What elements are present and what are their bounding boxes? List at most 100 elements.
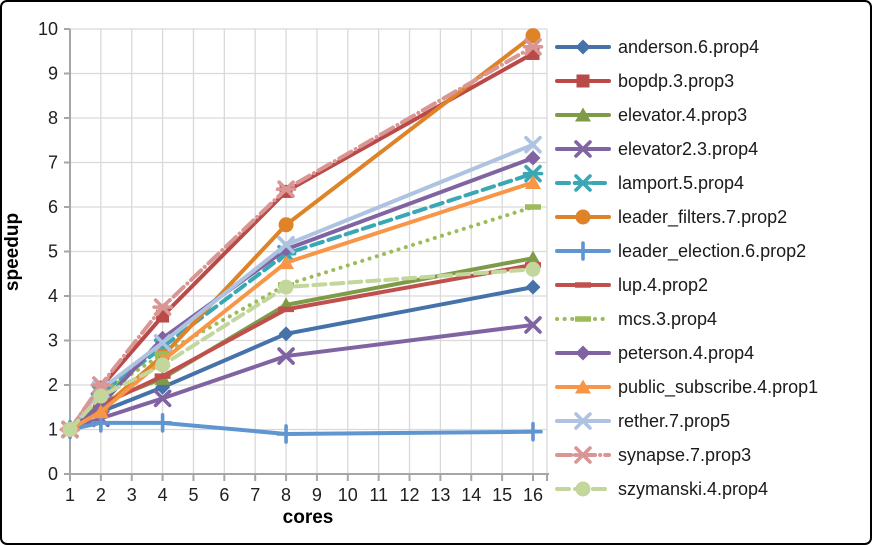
legend-item: rether.7.prop5 [554, 404, 870, 438]
x-tick-label: 2 [96, 485, 106, 505]
x-marker-icon [555, 412, 611, 430]
x-tick-label: 14 [461, 485, 481, 505]
data-point-marker [153, 333, 172, 352]
y-tick-label: 4 [48, 286, 58, 306]
triangle-marker-icon [555, 379, 611, 394]
y-tick-label: 1 [48, 420, 58, 440]
series-leader_election.6.prop2 [60, 413, 543, 444]
star-marker-icon [555, 446, 611, 464]
data-point-marker [574, 412, 592, 430]
data-point-marker [525, 175, 541, 190]
y-tick-label: 0 [48, 464, 58, 484]
data-point-marker [575, 209, 591, 225]
legend-item: bopdp.3.prop3 [554, 64, 870, 98]
data-point-marker [278, 217, 294, 233]
x-tick-label: 8 [281, 485, 291, 505]
y-tick-label: 9 [48, 64, 58, 84]
diamond-marker-icon [555, 39, 611, 55]
legend-item: leader_filters.7.prop2 [554, 200, 870, 234]
y-tick-label: 5 [48, 242, 58, 262]
legend-label: peterson.4.prop4 [618, 342, 755, 363]
data-point-marker [92, 404, 109, 419]
series-szymanski.4.prop4 [62, 261, 541, 437]
x-tick-label: 6 [219, 485, 229, 505]
data-point-marker [525, 150, 541, 166]
x-axis-title: cores [283, 507, 334, 528]
data-point-marker [575, 481, 591, 497]
data-point-marker [277, 347, 295, 365]
data-point-marker [525, 261, 541, 277]
data-point-marker [278, 279, 294, 295]
data-point-marker [525, 250, 541, 265]
x-tick-label: 16 [523, 485, 543, 505]
data-point-marker [525, 279, 541, 295]
x-tick-label: 11 [369, 485, 388, 505]
y-tick-label: 7 [48, 153, 58, 173]
legend-item: lup.4.prop2 [554, 268, 870, 302]
x-tick-label: 10 [338, 485, 358, 505]
data-point-marker [576, 74, 590, 88]
x-tick-label: 1 [65, 485, 75, 505]
data-point-marker [277, 236, 295, 254]
x-tick-label: 15 [492, 485, 512, 505]
plus-marker-icon [555, 241, 611, 261]
x-marker-icon [555, 140, 611, 158]
data-point-marker [93, 388, 109, 404]
axes [64, 28, 549, 481]
data-point-marker [524, 135, 542, 154]
data-point-marker [90, 376, 112, 394]
data-point-marker [155, 357, 171, 373]
data-point-marker [575, 39, 591, 55]
y-tick-label: 2 [48, 375, 58, 395]
data-point-marker [278, 255, 295, 270]
data-series [59, 28, 544, 444]
legend-item: synapse.7.prop3 [554, 438, 870, 472]
circle-marker-icon [555, 209, 611, 225]
legend-label: bopdp.3.prop3 [618, 70, 735, 91]
legend-label: lup.4.prop2 [618, 274, 709, 295]
y-tick-label: 3 [48, 331, 58, 351]
legend-item: elevator.4.prop3 [554, 98, 870, 132]
x-tick-label: 4 [158, 485, 168, 505]
data-point-marker [152, 413, 173, 433]
y-tick-label: 10 [38, 19, 58, 39]
legend-label: rether.7.prop5 [618, 410, 731, 431]
legend-label: leader_filters.7.prop2 [618, 206, 788, 227]
x-tick-label: 13 [430, 485, 450, 505]
data-point-marker [153, 389, 172, 408]
data-point-marker [276, 424, 296, 444]
data-point-marker [152, 298, 173, 316]
triangle-marker-icon [555, 107, 611, 122]
x-tick-label: 7 [250, 485, 260, 505]
y-tick-label: 8 [48, 108, 58, 128]
data-point-marker [574, 140, 592, 158]
x-tick-label: 5 [188, 485, 198, 505]
legend-label: anderson.6.prop4 [618, 36, 760, 57]
legend-label: elevator2.3.prop4 [618, 138, 759, 159]
legend-label: leader_election.6.prop2 [618, 240, 807, 261]
star-marker-icon [555, 174, 611, 192]
legend-item: peterson.4.prop4 [554, 336, 870, 370]
data-point-marker [525, 28, 541, 44]
legend-label: elevator.4.prop3 [618, 104, 748, 125]
data-point-marker [522, 164, 544, 183]
legend-label: public_subscribe.4.prop1 [618, 376, 819, 397]
legend-item: anderson.6.prop4 [554, 30, 870, 64]
data-point-marker [573, 241, 593, 261]
data-point-marker [575, 345, 591, 361]
y-axis-title: speedup [2, 213, 23, 291]
data-point-marker [575, 107, 591, 122]
data-point-marker [62, 422, 78, 437]
circle-marker-icon [555, 481, 611, 497]
diamond-marker-icon [555, 345, 611, 361]
legend-label: mcs.3.prop4 [618, 308, 718, 329]
data-point-marker [575, 379, 591, 394]
square-marker-icon [555, 74, 611, 88]
data-point-marker [522, 37, 544, 56]
data-point-marker [523, 421, 543, 442]
legend-label: lamport.5.prop4 [618, 172, 745, 193]
legend-item: public_subscribe.4.prop1 [554, 370, 870, 404]
